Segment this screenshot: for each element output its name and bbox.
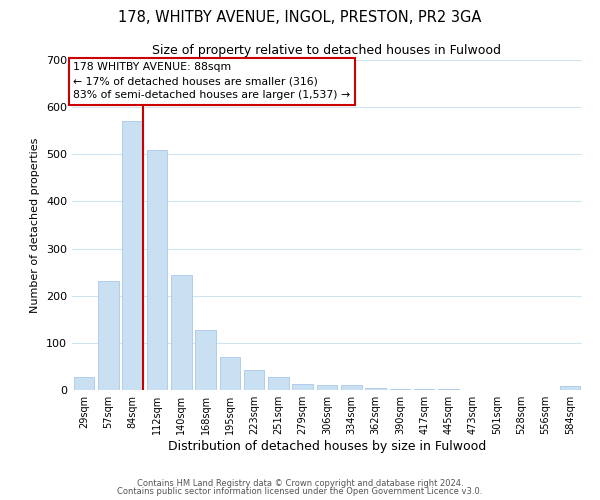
Bar xyxy=(146,150,167,390)
Bar xyxy=(220,357,240,390)
Bar xyxy=(244,370,265,390)
Bar xyxy=(268,378,289,390)
Text: Contains public sector information licensed under the Open Government Licence v3: Contains public sector information licen… xyxy=(118,487,482,496)
Text: Contains HM Land Registry data © Crown copyright and database right 2024.: Contains HM Land Registry data © Crown c… xyxy=(137,478,463,488)
Bar xyxy=(341,386,362,390)
Bar xyxy=(292,384,313,390)
Bar xyxy=(317,386,337,390)
Bar xyxy=(389,388,410,390)
Text: 178, WHITBY AVENUE, INGOL, PRESTON, PR2 3GA: 178, WHITBY AVENUE, INGOL, PRESTON, PR2 … xyxy=(118,10,482,25)
Bar xyxy=(195,330,216,390)
Bar xyxy=(560,386,580,390)
Text: 178 WHITBY AVENUE: 88sqm
← 17% of detached houses are smaller (316)
83% of semi-: 178 WHITBY AVENUE: 88sqm ← 17% of detach… xyxy=(73,62,350,100)
Bar xyxy=(365,388,386,390)
Bar xyxy=(414,389,434,390)
Bar xyxy=(122,122,143,390)
Y-axis label: Number of detached properties: Number of detached properties xyxy=(31,138,40,312)
Bar xyxy=(171,276,191,390)
Bar xyxy=(438,389,459,390)
X-axis label: Distribution of detached houses by size in Fulwood: Distribution of detached houses by size … xyxy=(168,440,486,453)
Title: Size of property relative to detached houses in Fulwood: Size of property relative to detached ho… xyxy=(152,44,502,58)
Bar xyxy=(98,280,119,390)
Bar xyxy=(74,377,94,390)
